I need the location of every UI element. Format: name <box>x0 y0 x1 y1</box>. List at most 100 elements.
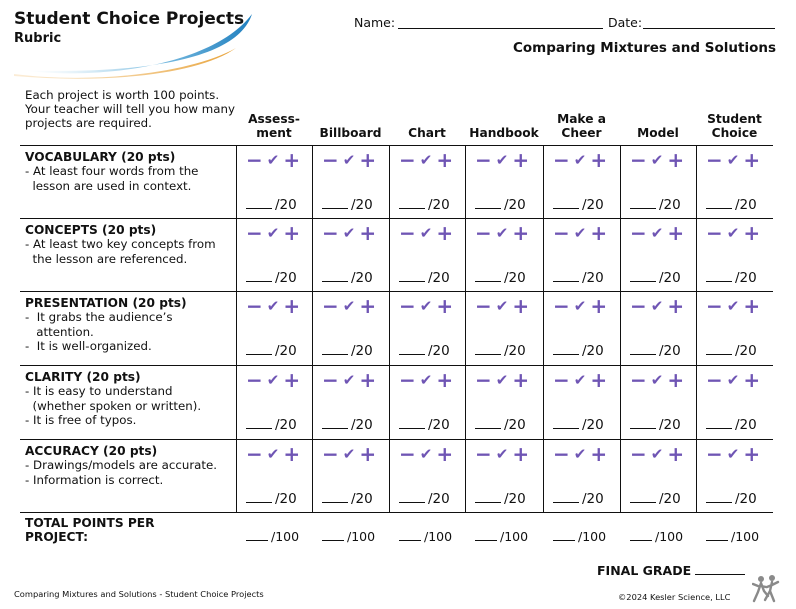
score-blank[interactable] <box>706 343 732 355</box>
score-field[interactable]: /20 <box>246 417 297 433</box>
name-field[interactable] <box>398 28 603 29</box>
score-blank[interactable] <box>322 417 348 429</box>
plus-icon[interactable]: + <box>743 148 761 172</box>
score-field[interactable]: /20 <box>630 491 681 507</box>
total-field[interactable]: /100 <box>399 529 452 544</box>
score-blank[interactable] <box>706 270 732 282</box>
plus-icon[interactable]: + <box>283 442 301 466</box>
plus-icon[interactable]: + <box>667 148 685 172</box>
score-blank[interactable] <box>322 270 348 282</box>
score-blank[interactable] <box>246 343 272 355</box>
check-icon[interactable]: ✔ <box>650 445 664 463</box>
plus-icon[interactable]: + <box>436 368 454 392</box>
rating-marks[interactable]: − ✔ + <box>399 294 453 318</box>
plus-icon[interactable]: + <box>283 148 301 172</box>
plus-icon[interactable]: + <box>590 221 608 245</box>
score-blank[interactable] <box>553 343 579 355</box>
score-blank[interactable] <box>475 270 501 282</box>
check-icon[interactable]: ✔ <box>266 371 280 389</box>
rating-marks[interactable]: − ✔ + <box>706 370 760 390</box>
total-field[interactable]: /100 <box>475 529 528 544</box>
minus-icon[interactable]: − <box>475 148 492 172</box>
rating-marks[interactable]: − ✔ + <box>630 368 684 392</box>
rating-marks[interactable]: − ✔ + <box>706 148 761 172</box>
score-field[interactable]: /20 <box>322 270 373 286</box>
score-blank[interactable] <box>399 197 425 209</box>
check-icon[interactable]: ✔ <box>495 224 509 242</box>
plus-icon[interactable]: + <box>512 294 530 318</box>
score-blank[interactable] <box>322 491 348 503</box>
score-field[interactable]: /20 <box>246 197 297 213</box>
rating-marks[interactable]: − ✔ + <box>630 148 685 172</box>
minus-icon[interactable]: − <box>399 294 416 318</box>
check-icon[interactable]: ✔ <box>419 224 433 242</box>
minus-icon[interactable]: − <box>553 294 570 318</box>
rating-marks[interactable]: − ✔ + <box>630 294 684 318</box>
minus-icon[interactable]: − <box>553 368 570 392</box>
check-icon[interactable]: ✔ <box>419 151 433 169</box>
score-blank[interactable] <box>399 417 425 429</box>
score-field[interactable]: /20 <box>246 343 297 359</box>
score-blank[interactable] <box>246 417 272 429</box>
score-field[interactable]: /20 <box>553 491 604 507</box>
total-blank[interactable] <box>630 529 652 541</box>
score-field[interactable]: /20 <box>475 270 526 286</box>
check-icon[interactable]: ✔ <box>342 151 356 169</box>
plus-icon[interactable]: + <box>359 442 377 466</box>
rating-marks[interactable]: − ✔ + <box>246 296 300 316</box>
minus-icon[interactable]: − <box>630 148 647 172</box>
score-field[interactable]: /20 <box>706 491 757 507</box>
plus-icon[interactable]: + <box>667 442 685 466</box>
minus-icon[interactable]: − <box>246 221 263 245</box>
plus-icon[interactable]: + <box>512 442 530 466</box>
date-field[interactable] <box>643 28 775 29</box>
score-field[interactable]: /20 <box>322 343 373 359</box>
score-blank[interactable] <box>553 491 579 503</box>
score-field[interactable]: /20 <box>322 491 373 507</box>
check-icon[interactable]: ✔ <box>419 445 433 463</box>
score-field[interactable]: /20 <box>399 197 450 213</box>
score-field[interactable]: /20 <box>246 491 297 507</box>
rating-marks[interactable]: − ✔ + <box>246 148 301 172</box>
plus-icon[interactable]: + <box>743 221 761 245</box>
total-field[interactable]: /100 <box>322 529 375 544</box>
rating-marks[interactable]: − ✔ + <box>630 223 684 243</box>
total-blank[interactable] <box>246 529 268 541</box>
minus-icon[interactable]: − <box>630 294 647 318</box>
check-icon[interactable]: ✔ <box>726 371 740 389</box>
score-field[interactable]: /20 <box>475 343 526 359</box>
plus-icon[interactable]: + <box>590 368 608 392</box>
check-icon[interactable]: ✔ <box>419 371 433 389</box>
score-blank[interactable] <box>630 197 656 209</box>
minus-icon[interactable]: − <box>322 221 339 245</box>
score-field[interactable]: /20 <box>630 417 681 433</box>
score-blank[interactable] <box>553 197 579 209</box>
check-icon[interactable]: ✔ <box>650 371 664 389</box>
total-blank[interactable] <box>399 529 421 541</box>
score-field[interactable]: /20 <box>475 197 526 213</box>
score-blank[interactable] <box>322 343 348 355</box>
score-blank[interactable] <box>399 343 425 355</box>
rating-marks[interactable]: − ✔ + <box>553 221 608 245</box>
minus-icon[interactable]: − <box>322 148 339 172</box>
check-icon[interactable]: ✔ <box>495 371 509 389</box>
total-field[interactable]: /100 <box>706 529 759 544</box>
check-icon[interactable]: ✔ <box>495 297 509 315</box>
total-field[interactable]: /100 <box>630 529 683 544</box>
score-blank[interactable] <box>706 491 732 503</box>
plus-icon[interactable]: + <box>512 368 530 392</box>
minus-icon[interactable]: − <box>475 294 492 318</box>
check-icon[interactable]: ✔ <box>266 151 280 169</box>
minus-icon[interactable]: − <box>630 368 647 392</box>
plus-icon[interactable]: + <box>436 442 454 466</box>
check-icon[interactable]: ✔ <box>573 445 587 463</box>
plus-icon[interactable]: + <box>590 148 608 172</box>
plus-icon[interactable]: + <box>743 294 761 318</box>
score-field[interactable]: /20 <box>706 197 757 213</box>
check-icon[interactable]: ✔ <box>650 224 664 242</box>
plus-icon[interactable]: + <box>359 294 377 318</box>
plus-icon[interactable]: + <box>590 294 608 318</box>
total-field[interactable]: /100 <box>553 529 606 544</box>
check-icon[interactable]: ✔ <box>726 151 740 169</box>
rating-marks[interactable]: − ✔ + <box>475 442 530 466</box>
